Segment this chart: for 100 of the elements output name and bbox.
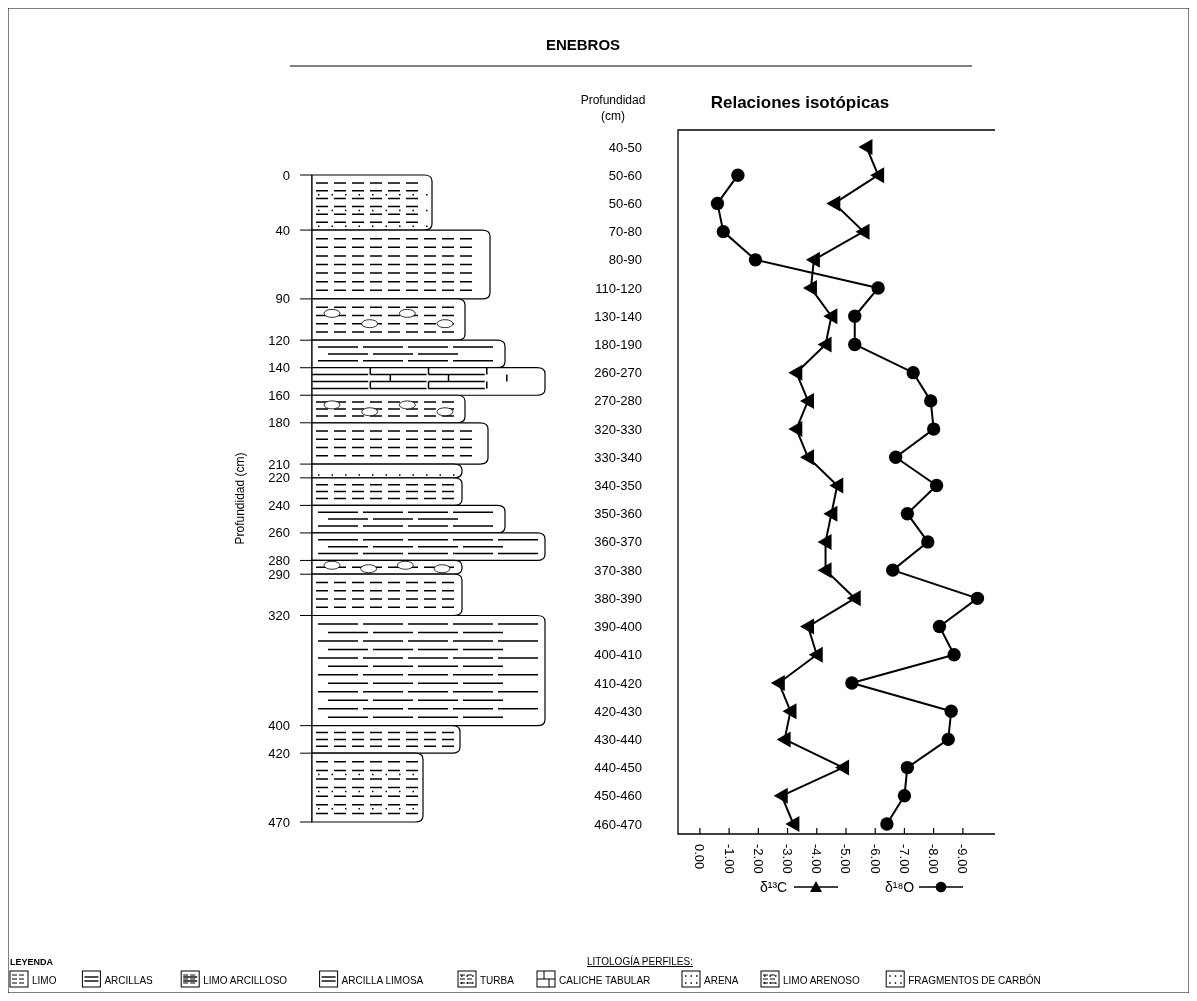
- point: [808, 646, 823, 663]
- point: [846, 590, 861, 607]
- point: [823, 308, 838, 325]
- point: [823, 505, 838, 522]
- text: FRAGMENTOS DE CARBÓN: [908, 974, 1041, 986]
- point: [805, 251, 820, 268]
- y-tick-label: 280: [268, 553, 290, 568]
- point: [848, 337, 862, 352]
- x-tick-label: -4.00: [809, 844, 825, 874]
- point: [773, 787, 788, 804]
- y-tick-label: 40-50: [608, 139, 642, 155]
- y-tick-label: 420-430: [594, 703, 642, 719]
- point: [871, 281, 885, 295]
- y-tick-label: 360-370: [594, 534, 642, 550]
- point: [855, 223, 870, 240]
- y-tick-label: 410-420: [594, 675, 642, 691]
- y-tick-label: 420: [268, 745, 290, 761]
- legend-label: δ¹⁸O: [885, 879, 915, 895]
- y-tick-label: 220: [268, 470, 290, 486]
- text: LITOLOGÍA PERFILES:: [587, 955, 693, 967]
- y-tick-label: 270-280: [594, 393, 642, 409]
- y-tick-label: 40: [275, 222, 290, 238]
- y-axis-title: Profundidad (cm): [233, 452, 247, 545]
- y-tick-label: 180-190: [594, 337, 642, 353]
- y-tick-label: 390-400: [594, 619, 642, 635]
- point: [817, 562, 832, 579]
- point: [802, 280, 817, 297]
- point: [731, 168, 745, 182]
- point: [929, 478, 944, 493]
- legend-label: δ¹³C: [760, 879, 788, 895]
- y-tick-label: 260-270: [594, 365, 642, 381]
- y-tick-label: 260: [268, 525, 290, 541]
- y-tick-label: 160: [268, 387, 290, 403]
- y-tick-label: 450-460: [594, 788, 642, 804]
- x-tick-label: 0.00: [692, 844, 708, 870]
- x-tick-label: -8.00: [926, 844, 942, 874]
- point: [845, 676, 859, 690]
- point: [800, 449, 815, 466]
- text: LEYENDA: [10, 957, 54, 967]
- text: ARCILLAS: [104, 975, 154, 986]
- point: [788, 421, 803, 438]
- y-tick-label: 80-90: [608, 252, 642, 268]
- x-tick-label: -9.00: [955, 844, 971, 874]
- text: TURBA: [480, 975, 515, 986]
- y-tick-label: 140: [268, 360, 290, 376]
- point: [829, 477, 844, 494]
- y-tick-label: 320-330: [594, 421, 642, 437]
- y-tick-label: 470: [268, 814, 290, 830]
- point: [782, 703, 797, 720]
- point: [947, 648, 961, 662]
- y-tick-label: 440-450: [594, 760, 642, 776]
- y-tick-label: 400-410: [594, 647, 642, 663]
- y-tick-label: 130-140: [594, 308, 642, 324]
- y-tick-label: 210: [268, 456, 290, 472]
- y-tick-label: 70-80: [608, 224, 642, 240]
- point: [776, 731, 791, 748]
- text: ARENA: [704, 975, 739, 986]
- y-tick-label: 350-360: [594, 506, 642, 522]
- y-tick-label: 110-120: [595, 280, 642, 296]
- x-tick-label: -1.00: [721, 844, 737, 874]
- text: LIMO: [32, 975, 57, 986]
- y-tick-label: 90: [275, 291, 290, 307]
- y-tick-label: 380-390: [594, 590, 642, 606]
- point: [886, 563, 900, 577]
- text: LIMO ARENOSO: [783, 975, 860, 986]
- point: [900, 760, 915, 775]
- point: [888, 450, 903, 464]
- point: [932, 619, 947, 634]
- x-tick-label: -5.00: [838, 844, 854, 874]
- x-tick-label: -7.00: [896, 844, 912, 874]
- y-tick-label: 120: [268, 332, 290, 348]
- point: [941, 732, 955, 747]
- y-tick-label: 370-380: [594, 562, 642, 578]
- y-tick-label: 50-60: [608, 195, 642, 211]
- y-tick-label: 320: [268, 608, 290, 624]
- text: ARCILLA LIMOSA: [341, 975, 424, 986]
- x-tick-label: -6.00: [867, 844, 883, 874]
- text: LIMO ARCILLOSO: [203, 975, 288, 986]
- x-tick-label: -2.00: [750, 844, 766, 874]
- point: [770, 674, 785, 691]
- point: [800, 392, 815, 409]
- point: [788, 364, 803, 381]
- point: [906, 366, 920, 380]
- y-tick-label: 330-340: [594, 449, 642, 465]
- y-tick-label: 290: [268, 566, 290, 582]
- point: [924, 394, 938, 408]
- y-tick-label: 460-470: [594, 816, 642, 832]
- y-tick-label: 340-350: [594, 478, 642, 494]
- point: [970, 591, 985, 605]
- point: [897, 789, 912, 803]
- point: [835, 759, 850, 776]
- point: [880, 817, 894, 831]
- point: [921, 535, 935, 549]
- point: [826, 195, 841, 212]
- text: CALICHE TABULAR: [559, 975, 651, 986]
- y-tick-label: 50-60: [608, 167, 642, 183]
- point: [817, 336, 832, 353]
- y-tick-label: 400: [268, 718, 290, 734]
- point: [870, 167, 885, 184]
- text: ENEBROS: [545, 36, 621, 53]
